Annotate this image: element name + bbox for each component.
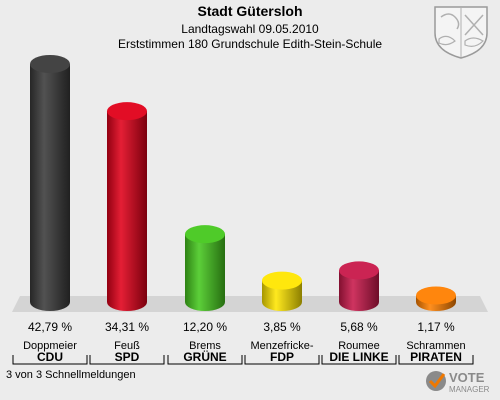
bar-top-6 <box>416 286 456 305</box>
label-bracket <box>12 355 88 365</box>
value-label: 12,20 % <box>183 320 227 334</box>
vote-manager-icon: VOTE MANAGER <box>426 370 490 394</box>
bar-top-2 <box>107 102 147 121</box>
candidate-label: Roumee <box>338 340 380 352</box>
label-bracket <box>398 355 474 365</box>
coat-of-arms-icon <box>434 6 488 59</box>
bar-top-4 <box>262 271 302 290</box>
value-label: 1,17 % <box>417 320 455 334</box>
logo-text: VOTE <box>449 370 485 385</box>
chart-detail: Erststimmen 180 Grundschule Edith-Stein-… <box>117 37 383 51</box>
value-label: 34,31 % <box>105 320 149 334</box>
candidate-label: Doppmeier <box>23 340 77 352</box>
bar-spd <box>107 111 147 311</box>
candidate-label: Schrammen <box>406 340 465 352</box>
bar-cdu <box>30 64 70 311</box>
value-label: 3,85 % <box>263 320 301 334</box>
party-label: DIE LINKE <box>329 350 388 364</box>
bar-die-linke <box>339 270 379 311</box>
candidate-label: Brems <box>189 340 221 352</box>
label-bracket <box>244 355 320 365</box>
party-label: GRÜNE <box>183 349 226 364</box>
bar-top-5 <box>339 261 379 280</box>
bar-top-1 <box>30 55 70 73</box>
party-label: FDP <box>270 350 294 364</box>
chart-title: Stadt Gütersloh <box>197 3 303 19</box>
candidate-label: Feuß <box>114 340 140 352</box>
party-label: SPD <box>115 350 140 364</box>
label-bracket <box>167 355 243 365</box>
bar-gr-ne <box>185 234 225 311</box>
logo-subtext: MANAGER <box>449 385 490 394</box>
value-label: 42,79 % <box>28 320 72 334</box>
party-label: CDU <box>37 350 63 364</box>
bar-top-3 <box>185 225 225 244</box>
candidate-label: Menzefricke- <box>251 340 314 352</box>
label-bracket <box>89 355 165 365</box>
chart-subtitle: Landtagswahl 09.05.2010 <box>181 22 319 36</box>
label-bracket <box>321 355 397 365</box>
footer-note: 3 von 3 Schnellmeldungen <box>6 369 136 381</box>
party-label: PIRATEN <box>410 350 462 364</box>
value-label: 5,68 % <box>340 320 378 334</box>
